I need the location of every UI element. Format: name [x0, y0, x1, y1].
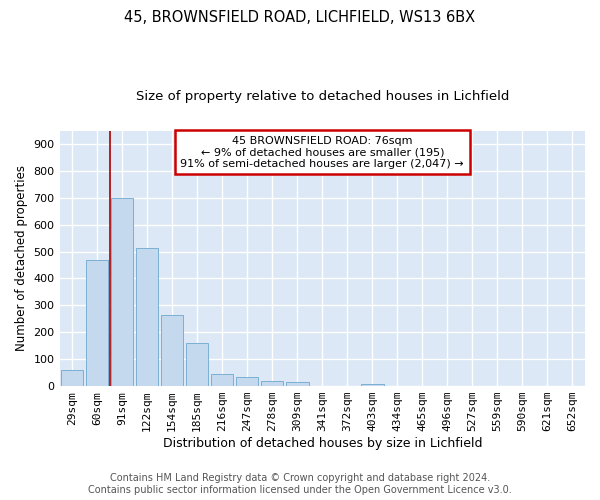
Y-axis label: Number of detached properties: Number of detached properties: [15, 166, 28, 352]
Bar: [161, 315, 184, 386]
Bar: [111, 198, 133, 386]
Bar: [86, 260, 109, 386]
Bar: [286, 382, 308, 386]
Bar: [361, 384, 383, 386]
Text: 45, BROWNSFIELD ROAD, LICHFIELD, WS13 6BX: 45, BROWNSFIELD ROAD, LICHFIELD, WS13 6B…: [124, 10, 476, 25]
Title: Size of property relative to detached houses in Lichfield: Size of property relative to detached ho…: [136, 90, 509, 103]
Bar: [136, 248, 158, 386]
Bar: [261, 380, 283, 386]
Bar: [211, 374, 233, 386]
Text: Contains HM Land Registry data © Crown copyright and database right 2024.
Contai: Contains HM Land Registry data © Crown c…: [88, 474, 512, 495]
Bar: [186, 343, 208, 386]
Bar: [236, 377, 259, 386]
Bar: [61, 370, 83, 386]
Text: 45 BROWNSFIELD ROAD: 76sqm
← 9% of detached houses are smaller (195)
91% of semi: 45 BROWNSFIELD ROAD: 76sqm ← 9% of detac…: [181, 136, 464, 169]
X-axis label: Distribution of detached houses by size in Lichfield: Distribution of detached houses by size …: [163, 437, 482, 450]
